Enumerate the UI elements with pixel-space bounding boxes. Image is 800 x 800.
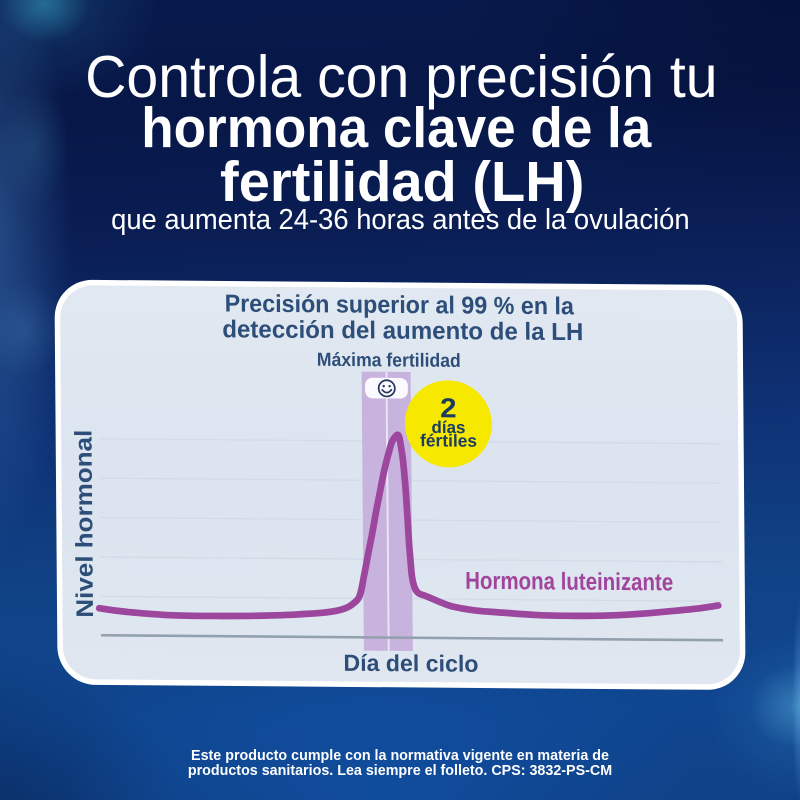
svg-text:Día del ciclo: Día del ciclo — [343, 650, 478, 677]
svg-text:Hormona luteinizante: Hormona luteinizante — [465, 568, 673, 597]
svg-text:Máxima fertilidad: Máxima fertilidad — [317, 350, 461, 372]
svg-text:fértiles: fértiles — [420, 430, 477, 450]
svg-text:Precisión superior al 99 % en: Precisión superior al 99 % en la — [225, 291, 575, 321]
svg-text:detección del aumento de la LH: detección del aumento de la LH — [222, 316, 583, 346]
svg-text:2: 2 — [440, 392, 457, 423]
svg-text:días: días — [431, 418, 465, 437]
svg-text:Nivel hormonal: Nivel hormonal — [70, 430, 99, 618]
